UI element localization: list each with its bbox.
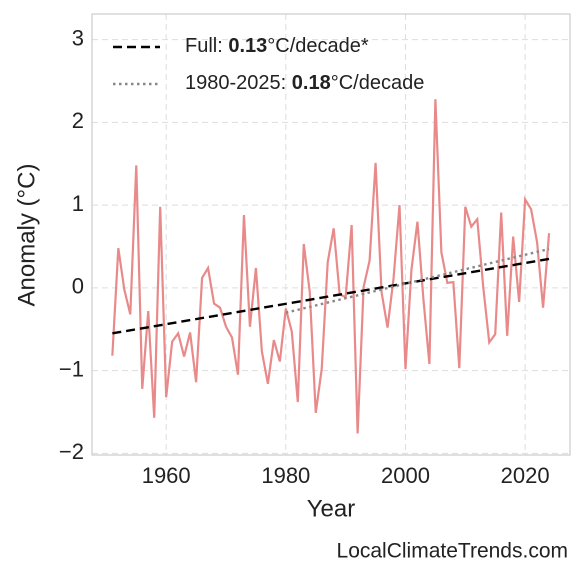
legend-value: 0.13 [228,35,267,57]
y-tick-label: −2 [59,439,84,464]
y-tick-label: 1 [72,191,84,216]
plot-frame [91,13,571,456]
legend-text: °C/decade [331,72,425,94]
x-tick-label: 2020 [501,463,550,488]
y-tick-label: −1 [59,356,84,381]
y-tick-label: 3 [72,25,84,50]
x-tick-label: 1980 [261,463,310,488]
legend-text: °C/decade* [267,35,369,57]
legend-text: 1980-2025: [185,72,292,94]
y-axis-label: Anomaly (°C) [13,164,40,307]
x-axis-label: Year [307,495,356,522]
data-line [111,99,551,434]
y-tick-label: 2 [72,108,84,133]
x-tick-label: 2000 [381,463,430,488]
legend-label: Full: 0.13°C/decade* [185,35,369,57]
legend-label: 1980-2025: 0.18°C/decade [185,72,424,94]
trend-line [112,257,550,335]
x-tick-label: 1960 [142,463,191,488]
y-tick-label: 0 [72,274,84,299]
legend-text: Full: [185,35,228,57]
source-credit: LocalClimateTrends.com [337,540,568,563]
legend-value: 0.18 [292,72,331,94]
